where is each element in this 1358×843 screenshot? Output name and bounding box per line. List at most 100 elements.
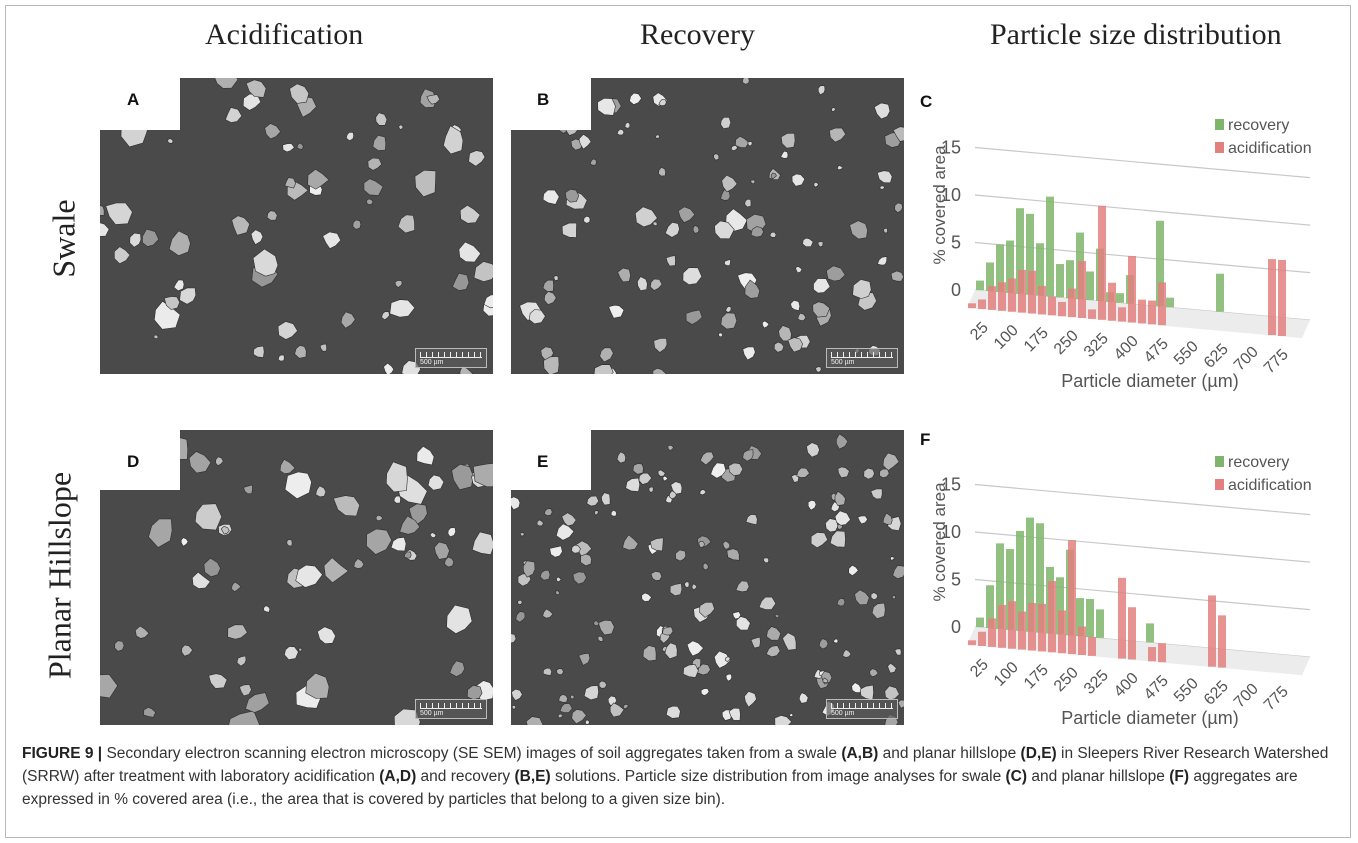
- caption-text: solutions. Particle size distribution fr…: [550, 768, 1006, 785]
- gridline: [974, 531, 1311, 563]
- x-tick-label: 550: [1171, 338, 1202, 369]
- panel-label-a: A: [127, 90, 140, 109]
- sem-image-swale-acidification: 500 µm: [100, 78, 493, 374]
- x-tick-label: 400: [1111, 333, 1142, 364]
- bar-recovery: [996, 244, 1004, 292]
- scale-bar: 500 µm: [415, 699, 487, 719]
- bar-acidification: [1128, 607, 1136, 660]
- scale-bar: 500 µm: [826, 348, 898, 368]
- bar-acidification: [978, 299, 986, 309]
- caption-text: in Sleepers River Research Watershed (SR…: [22, 745, 1329, 785]
- bar-recovery: [1156, 220, 1164, 307]
- row-header-planar-hillslope: Planar Hillslope: [41, 471, 78, 680]
- bar-recovery: [1006, 549, 1014, 630]
- bar-acidification: [1118, 577, 1126, 659]
- caption-text: and recovery: [416, 768, 515, 785]
- x-tick-label: 25: [967, 319, 992, 344]
- bar-acidification: [1148, 647, 1156, 662]
- y-tick-label: 0: [951, 280, 961, 300]
- column-header-recovery: Recovery: [640, 18, 755, 51]
- figure-frame: [5, 5, 1351, 838]
- bar-acidification: [1148, 300, 1156, 325]
- bar-acidification: [1158, 282, 1166, 326]
- y-tick-label: 10: [941, 522, 961, 542]
- bar-recovery: [996, 543, 1004, 629]
- bar-acidification: [1088, 636, 1096, 656]
- legend-label: acidification: [1228, 140, 1312, 157]
- x-tick-label: 250: [1051, 327, 1082, 358]
- legend-label: recovery: [1228, 117, 1289, 134]
- bar-acidification: [1008, 278, 1016, 312]
- bar-acidification: [988, 618, 996, 647]
- caption-panel-ref: (A,B): [841, 745, 879, 762]
- chart-psd-swale: 0 5 10 15% covered area 25 100 175 250 325 400 475…: [930, 117, 1312, 391]
- bar-recovery: [1076, 598, 1084, 637]
- bar-acidification: [1088, 309, 1096, 319]
- bar-recovery: [1096, 609, 1104, 638]
- bar-acidification: [1158, 643, 1166, 663]
- bar-acidification: [1058, 610, 1066, 654]
- bar-acidification: [1108, 282, 1116, 321]
- x-tick-label: 175: [1021, 662, 1052, 693]
- bar-acidification: [968, 303, 976, 309]
- scale-bar: 500 µm: [826, 699, 898, 719]
- caption-panel-ref: (F): [1169, 768, 1190, 785]
- caption-text: and planar hillslope: [1027, 768, 1170, 785]
- x-tick-label: 775: [1261, 683, 1292, 714]
- bar-acidification: [1028, 602, 1036, 651]
- x-tick-label: 475: [1141, 335, 1172, 366]
- bar-acidification: [1018, 611, 1026, 650]
- bar-acidification: [1048, 581, 1056, 653]
- bar-acidification: [1078, 626, 1086, 655]
- bar-recovery: [976, 280, 984, 291]
- x-axis-title: Particle diameter (µm): [1061, 371, 1238, 391]
- x-tick-label: 550: [1171, 675, 1202, 706]
- bar-acidification: [1048, 296, 1056, 316]
- caption-panel-ref: (A,D): [379, 768, 417, 785]
- bar-recovery: [1056, 577, 1064, 635]
- sem-image-swale-recovery: 500 µm: [511, 78, 904, 374]
- bar-recovery: [1026, 517, 1034, 632]
- panel-label-b: B: [537, 90, 550, 109]
- column-header-psd: Particle size distribution: [990, 18, 1282, 51]
- bar-recovery: [986, 585, 994, 628]
- x-tick-label: 325: [1081, 667, 1112, 698]
- bar-acidification: [1128, 255, 1136, 323]
- x-tick-label: 175: [1021, 325, 1052, 356]
- legend-label: recovery: [1228, 454, 1289, 471]
- bar-acidification: [998, 282, 1006, 311]
- y-axis-title: % covered area: [930, 145, 949, 265]
- bar-recovery: [1046, 196, 1054, 297]
- x-tick-label: 325: [1081, 330, 1112, 361]
- bar-acidification: [968, 640, 976, 646]
- legend-swatch: [1215, 456, 1224, 467]
- caption-panel-ref: (D,E): [1020, 745, 1057, 762]
- bar-recovery: [1146, 623, 1154, 643]
- bar-acidification: [1138, 299, 1146, 324]
- bar-acidification: [1038, 285, 1046, 315]
- bar-recovery: [1086, 271, 1094, 300]
- bar-acidification: [1068, 288, 1076, 318]
- gridline: [974, 194, 1311, 226]
- bar-recovery: [1006, 240, 1014, 293]
- bar-recovery: [1086, 598, 1094, 637]
- legend-swatch: [1215, 119, 1224, 130]
- x-axis-title: Particle diameter (µm): [1061, 708, 1238, 728]
- gridline: [974, 578, 1311, 611]
- bar-acidification: [1098, 205, 1106, 320]
- bar-recovery: [1066, 260, 1074, 299]
- x-tick-label: 400: [1111, 670, 1142, 701]
- x-tick-label: 625: [1201, 678, 1232, 709]
- row-header-swale: Swale: [45, 199, 82, 278]
- x-tick-label: 250: [1051, 664, 1082, 695]
- figure-label: FIGURE 9 |: [22, 745, 103, 762]
- panel-label-c: C: [920, 92, 933, 111]
- bar-recovery: [1216, 273, 1224, 312]
- bar-acidification: [1008, 601, 1016, 649]
- bar-recovery: [1036, 523, 1044, 633]
- bar-acidification: [1218, 615, 1226, 668]
- bar-recovery: [986, 262, 994, 291]
- y-tick-label: 0: [951, 617, 961, 637]
- bar-acidification: [1058, 301, 1066, 317]
- x-tick-label: 100: [991, 659, 1022, 690]
